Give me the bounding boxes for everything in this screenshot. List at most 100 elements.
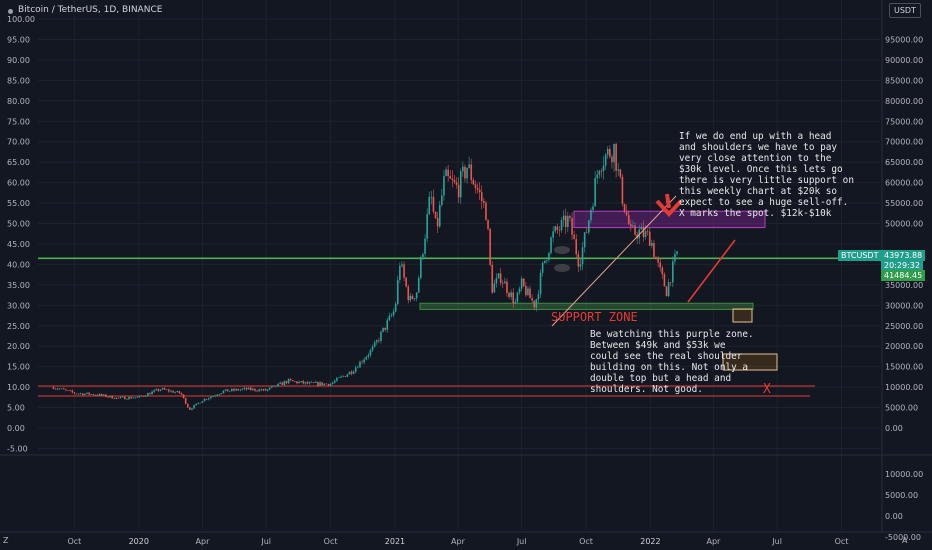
- candle-body: [98, 393, 101, 396]
- candle-body: [665, 286, 668, 297]
- candle-body: [222, 390, 225, 394]
- time-axis-tick-label: Oct: [579, 537, 593, 546]
- candle-body: [117, 397, 120, 399]
- auto-scale-icon[interactable]: A: [902, 536, 908, 545]
- left-axis-tick-label: 10.00: [7, 383, 30, 392]
- candle-body: [426, 214, 428, 239]
- left-axis-tick-label: 70.00: [7, 138, 30, 147]
- candle-body: [516, 292, 519, 302]
- candle-body: [537, 294, 540, 300]
- candle-body: [422, 253, 424, 258]
- chart-zones: [419, 210, 778, 371]
- candle-body: [621, 176, 624, 204]
- candle-body: [386, 320, 389, 330]
- candle-body: [237, 388, 239, 391]
- candle-body: [600, 170, 603, 172]
- candle-body: [195, 403, 197, 406]
- head-shoulders-note[interactable]: If we do end up with a head and shoulder…: [679, 131, 854, 219]
- chart-levels: [38, 257, 880, 397]
- candle-body: [60, 388, 63, 390]
- candle-body: [113, 398, 116, 400]
- left-axis-tick-label: 15.00: [7, 363, 30, 372]
- candle-body: [281, 382, 284, 385]
- candle-body: [438, 205, 441, 227]
- candle-body: [128, 397, 130, 400]
- x-mark-label[interactable]: X: [763, 382, 771, 397]
- candle-body: [298, 381, 300, 384]
- candle-body: [459, 171, 462, 198]
- candle-body: [159, 389, 162, 391]
- currency-unit-button[interactable]: USDT: [889, 3, 921, 18]
- candle-body: [604, 154, 607, 166]
- candle-body: [533, 300, 536, 308]
- candle-body: [338, 377, 340, 379]
- candle-body: [132, 397, 134, 399]
- candle-body: [256, 390, 258, 392]
- candle-body: [413, 298, 416, 299]
- candle-body: [144, 396, 147, 397]
- time-axis-tick-label: Jul: [516, 537, 527, 546]
- candle-body: [184, 398, 187, 404]
- candle-body: [317, 382, 319, 386]
- candle-body: [363, 359, 365, 363]
- candle-body: [522, 278, 525, 287]
- left-axis-tick-label: 5.00: [7, 404, 25, 413]
- candle-body: [623, 203, 626, 213]
- timezone-icon[interactable]: Z: [3, 536, 9, 545]
- candle-body: [493, 283, 496, 293]
- time-axis-tick-label: Oct: [324, 537, 338, 546]
- candle-body: [613, 143, 615, 163]
- purple-zone-note[interactable]: Be watching this purple zone. Between $4…: [590, 329, 754, 395]
- candle-body: [388, 315, 391, 321]
- candle-body: [485, 202, 487, 221]
- candle-body: [348, 371, 351, 375]
- candle-body: [224, 389, 227, 391]
- symbol-title[interactable]: Bitcoin / TetherUS, 1D, BINANCE: [18, 5, 163, 15]
- candle-body: [590, 209, 592, 221]
- candle-body: [436, 218, 439, 227]
- candle-body: [535, 299, 538, 308]
- candle-body: [669, 282, 672, 283]
- left-axis-tick-label: 50.00: [7, 220, 30, 229]
- candle-body: [342, 376, 344, 377]
- right-axis-tick-label: 75000.00: [885, 117, 923, 126]
- symbol-status-dot: [8, 9, 13, 14]
- volume-axis-tick-label: 0.00: [885, 512, 903, 521]
- candle-body: [564, 215, 567, 228]
- candle-body: [558, 229, 561, 231]
- candle-body: [210, 396, 212, 399]
- candle-body: [312, 382, 315, 383]
- candle-body: [476, 187, 479, 190]
- candle-body: [212, 395, 214, 397]
- candle-body: [627, 215, 630, 225]
- candle-body: [140, 395, 143, 397]
- chart-grid: [0, 0, 932, 533]
- candle-body: [111, 395, 113, 399]
- support-zone-label[interactable]: SUPPORT ZONE: [551, 310, 638, 324]
- candle-body: [640, 226, 643, 230]
- candle-body: [632, 225, 634, 227]
- candle-body: [283, 381, 286, 385]
- candle-body: [86, 392, 88, 394]
- candle-body: [371, 346, 374, 351]
- candle-body: [634, 225, 636, 235]
- candle-body: [657, 259, 659, 263]
- candle-body: [375, 340, 378, 343]
- candle-body: [443, 176, 445, 196]
- candle-body: [254, 388, 256, 391]
- candle-body: [583, 232, 586, 248]
- candle-body: [165, 389, 168, 391]
- candle-body: [602, 165, 605, 172]
- candle-body: [491, 264, 494, 293]
- candle-body: [512, 292, 515, 304]
- candle-body: [176, 391, 179, 393]
- candle-body: [260, 389, 263, 391]
- candle-body: [340, 376, 342, 378]
- candle-body: [407, 286, 410, 301]
- candle-body: [90, 394, 92, 395]
- left-axis-tick-label: 45.00: [7, 240, 30, 249]
- candle-body: [319, 382, 321, 386]
- candle-body: [300, 381, 302, 382]
- candle-body: [174, 392, 176, 393]
